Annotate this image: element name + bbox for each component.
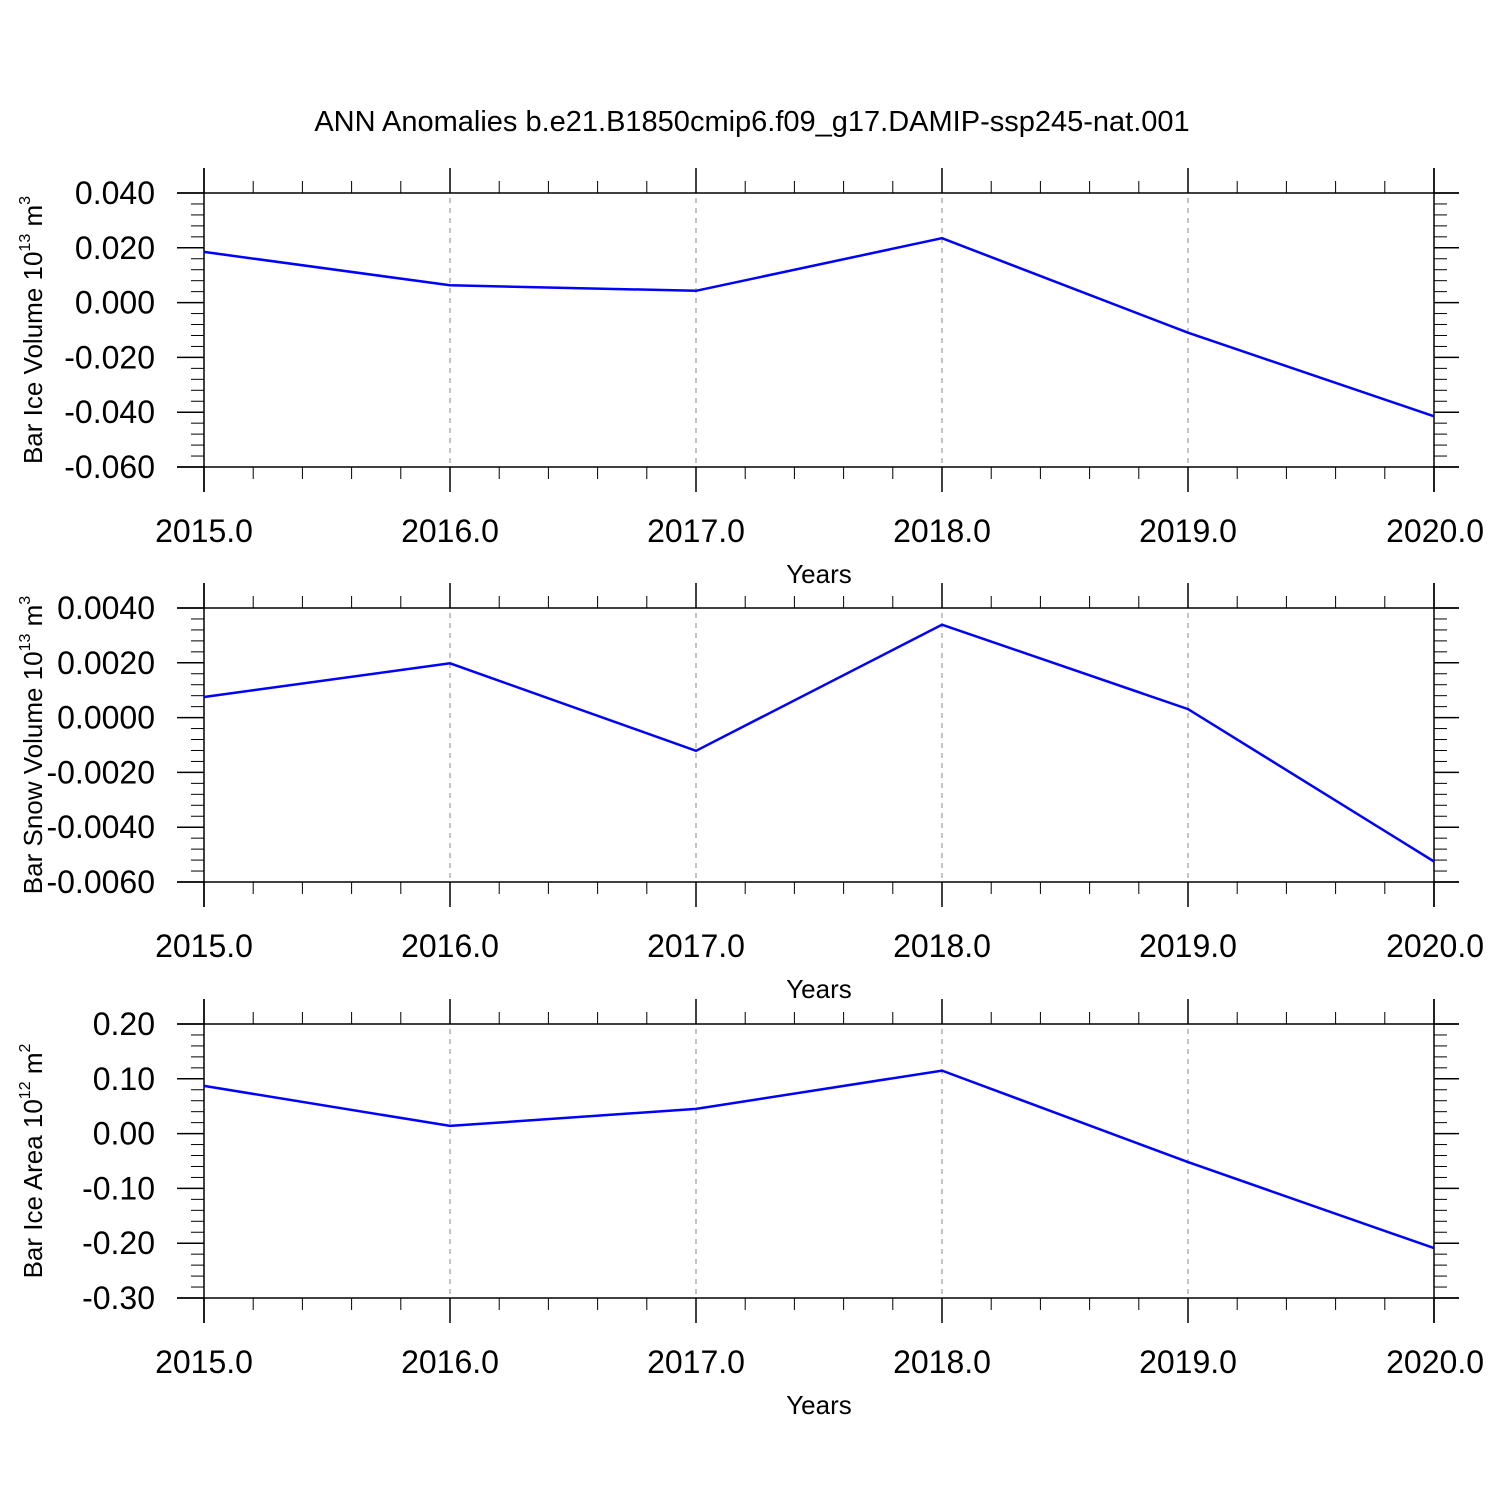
x-tick-label: 2018.0 — [893, 1344, 991, 1380]
y-tick-label: -0.060 — [64, 449, 155, 485]
x-axis-label: Years — [786, 1390, 852, 1420]
y-tick-label: 0.020 — [75, 230, 155, 266]
x-tick-label: 2019.0 — [1139, 1344, 1237, 1380]
x-tick-label: 2015.0 — [155, 1344, 253, 1380]
x-tick-label: 2015.0 — [155, 513, 253, 549]
x-tick-label: 2019.0 — [1139, 513, 1237, 549]
series-line — [203, 236, 1435, 418]
y-axis-label: Bar Snow Volume 1013 m3 — [17, 596, 48, 895]
y-tick-label: -0.040 — [64, 394, 155, 430]
x-tick-label: 2018.0 — [893, 928, 991, 964]
y-tick-label: 0.0020 — [57, 645, 155, 681]
x-tick-label: 2016.0 — [401, 928, 499, 964]
x-tick-label: 2019.0 — [1139, 928, 1237, 964]
y-tick-label: -0.30 — [82, 1280, 155, 1316]
x-tick-label: 2016.0 — [401, 1344, 499, 1380]
x-tick-label: 2020.0 — [1386, 928, 1484, 964]
x-tick-label: 2017.0 — [647, 928, 745, 964]
y-axis-label: Bar Ice Volume 1013 m3 — [17, 196, 48, 464]
y-tick-label: 0.20 — [93, 1006, 155, 1042]
y-tick-label: 0.000 — [75, 285, 155, 321]
y-tick-label: -0.0060 — [46, 864, 155, 900]
y-tick-label: -0.20 — [82, 1225, 155, 1261]
x-tick-label: 2017.0 — [647, 1344, 745, 1380]
y-tick-label: 0.0000 — [57, 700, 155, 736]
series-line — [203, 623, 1435, 863]
x-tick-label: 2020.0 — [1386, 513, 1484, 549]
y-tick-label: -0.0020 — [46, 754, 155, 790]
y-tick-label: -0.020 — [64, 339, 155, 375]
series-line — [203, 1069, 1435, 1250]
x-tick-label: 2020.0 — [1386, 1344, 1484, 1380]
x-axis-label: Years — [786, 559, 852, 589]
chart-panel-2: 0.00400.00200.0000-0.0020-0.0040-0.00602… — [17, 583, 1484, 1004]
x-tick-label: 2018.0 — [893, 513, 991, 549]
y-tick-label: 0.10 — [93, 1061, 155, 1097]
y-axis-label: Bar Ice Area 1012 m2 — [17, 1043, 48, 1278]
y-tick-label: -0.0040 — [46, 809, 155, 845]
x-tick-label: 2016.0 — [401, 513, 499, 549]
x-axis-label: Years — [786, 974, 852, 1004]
x-tick-label: 2015.0 — [155, 928, 253, 964]
y-tick-label: 0.0040 — [57, 590, 155, 626]
y-tick-label: 0.00 — [93, 1116, 155, 1152]
y-tick-label: -0.10 — [82, 1170, 155, 1206]
y-tick-label: 0.040 — [75, 175, 155, 211]
x-tick-label: 2017.0 — [647, 513, 745, 549]
figure-title: ANN Anomalies b.e21.B1850cmip6.f09_g17.D… — [314, 106, 1189, 138]
